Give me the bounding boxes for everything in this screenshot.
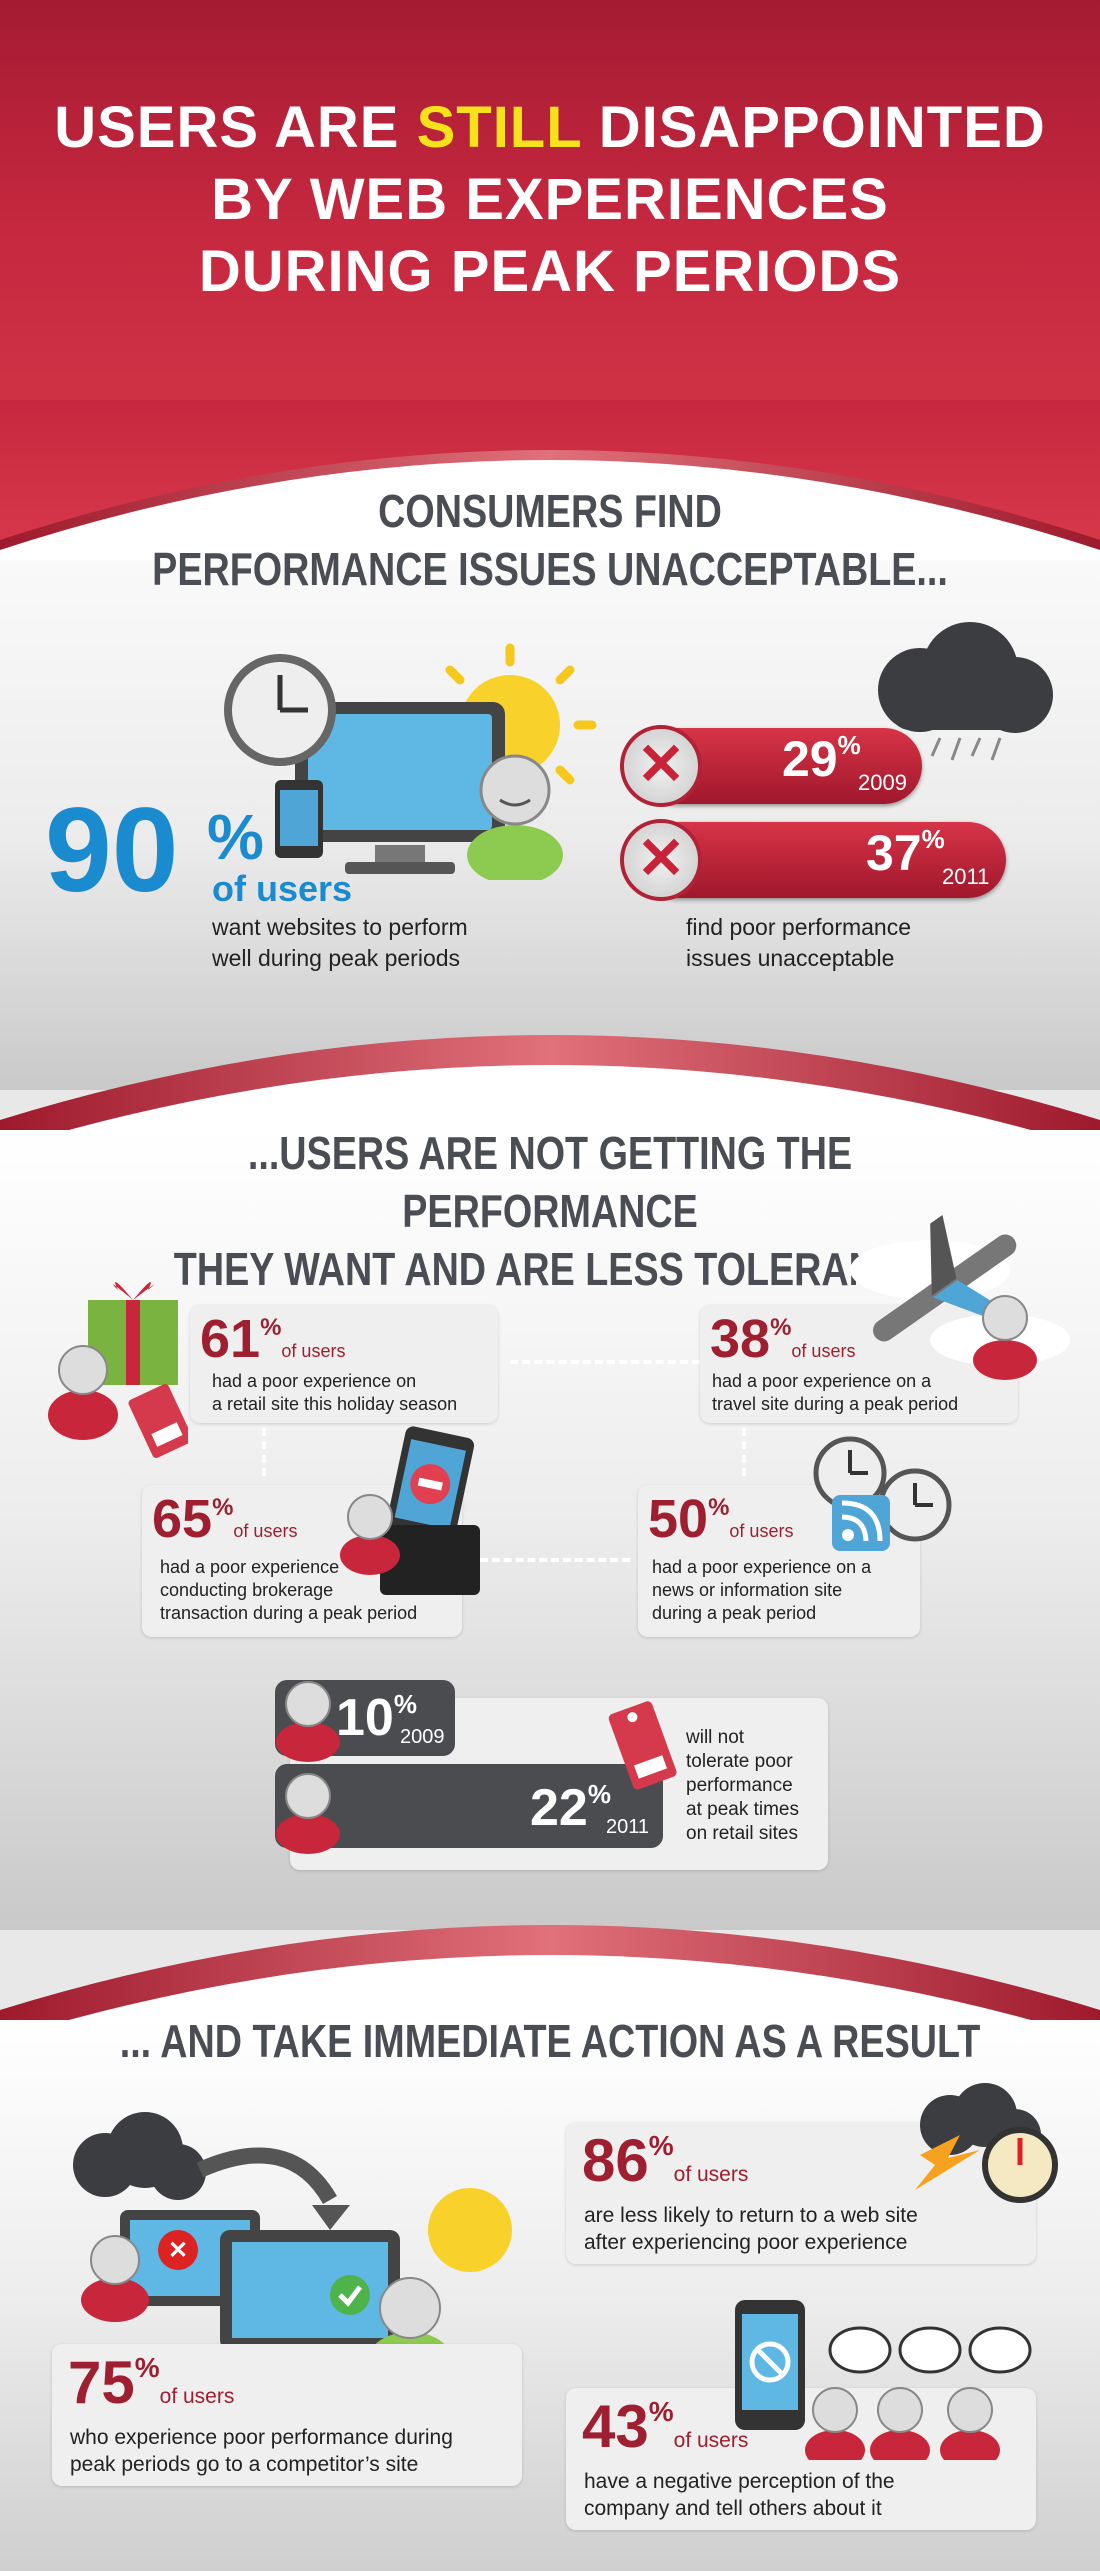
stat-65-caption: had a poor experience conducting brokerag…	[160, 1557, 418, 1623]
briefcase-phone-icon	[340, 1426, 480, 1595]
x-icon: ✕	[620, 819, 702, 901]
connector-line	[510, 1360, 700, 1364]
clock-icon	[878, 1468, 952, 1542]
section2-title: ...USERS ARE NOT GETTING THE PERFORMANCE…	[173, 1127, 927, 1295]
storm-cloud-icon	[73, 2112, 206, 2200]
stat-50-value: 50%of users	[648, 1489, 794, 1549]
speech-bubble-icon	[828, 2326, 1032, 2374]
sad-user-icon	[973, 1295, 1037, 1380]
sad-users-icon	[276, 1681, 340, 1854]
stat-90-percent: %	[207, 801, 264, 873]
stat-61-value: 61%of users	[200, 1309, 346, 1369]
stat-29-value: 29%	[782, 730, 861, 787]
tolerance-caption: will not tolerate poor performance at peak …	[686, 1727, 799, 1844]
section1-title: CONSUMERS FIND PERFORMANCE ISSUES UNACCE…	[152, 485, 948, 595]
timer-icon	[982, 2127, 1058, 2203]
clocks-rss-icon	[813, 1436, 952, 1551]
storm-timer-icon	[915, 2083, 1058, 2203]
connector-line	[262, 1428, 266, 1476]
storm-cloud-icon	[878, 622, 1053, 761]
stat-86-value: 86%of users	[582, 2127, 749, 2194]
pills-caption: find poor performance issues unacceptable	[686, 914, 912, 971]
stat-10-value: 10%	[336, 1689, 417, 1747]
sad-user-icon	[340, 1494, 400, 1575]
sad-user-icon	[48, 1345, 118, 1440]
stat-43-value: 43%of users	[582, 2393, 749, 2460]
stat-50-caption: had a poor experience on a news or inform…	[652, 1557, 872, 1623]
stat-43-caption: have a negative perception of the company…	[584, 2470, 895, 2520]
sad-user-icon	[940, 2387, 1000, 2460]
stat-22-year: 2011	[606, 1816, 650, 1838]
clock-icon	[224, 654, 336, 766]
sad-user-icon	[805, 2387, 865, 2460]
monitor-illustration	[224, 643, 597, 880]
stat-90-label: of users	[212, 868, 353, 909]
competitor-illustration: ✕	[73, 2112, 512, 2388]
stat-37-year: 2011	[942, 864, 990, 889]
sun-icon	[428, 2188, 512, 2272]
section3-title: ... AND TAKE IMMEDIATE ACTION AS A RESUL…	[119, 2015, 981, 2067]
stat-65-value: 65%of users	[152, 1489, 298, 1549]
page-title: USERS ARE STILL DISAPPOINTED BY WEB EXPE…	[54, 95, 1046, 304]
happy-user-icon	[467, 754, 563, 880]
stat-10-year: 2009	[400, 1726, 445, 1748]
stat-86-caption: are less likely to return to a web site a…	[584, 2204, 918, 2254]
phone-users-icon	[735, 2300, 1032, 2460]
connector-line	[742, 1428, 746, 1476]
stat-90-value: 90	[45, 783, 179, 917]
stat-38-caption: had a poor experience on a travel site du…	[712, 1371, 959, 1414]
stat-75-value: 75%of users	[68, 2349, 235, 2416]
stat-37-value: 37%	[866, 824, 945, 881]
stat-75-caption: who experience poor performance during pe…	[70, 2426, 453, 2476]
airplane-icon	[850, 1215, 1070, 1380]
sad-user-icon	[870, 2387, 930, 2460]
stat-22-value: 22%	[530, 1779, 611, 1837]
stat-90-caption: want websites to perform well during peak…	[212, 914, 468, 971]
connector-line	[480, 1558, 630, 1562]
stat-29-year: 2009	[858, 770, 907, 795]
stat-38-value: 38%of users	[710, 1309, 856, 1369]
price-tag-icon	[608, 1701, 677, 1790]
x-icon: ✕	[620, 725, 702, 807]
sad-user-icon	[81, 2235, 149, 2322]
stat-card-retail	[190, 1305, 498, 1423]
rss-icon	[832, 1495, 890, 1551]
stat-61-caption: had a poor experience on a retail site th…	[212, 1371, 458, 1414]
gift-icon	[48, 1282, 188, 1458]
stat-card-competitor	[52, 2344, 522, 2486]
svg-text:✕: ✕	[168, 2237, 188, 2264]
